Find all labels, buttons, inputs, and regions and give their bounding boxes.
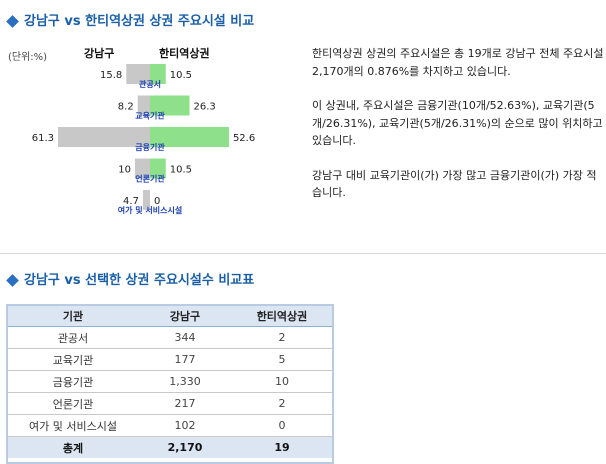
description-panel: 한티역상권 상권의 주요시설은 총 19개로 강남구 전체 주요시설 2,170… [312,45,604,219]
diamond-bullet-icon [6,14,19,28]
table-cell: 177 [138,348,232,371]
category-label: 금융기관 [135,142,165,152]
bar-gangnam [134,158,150,179]
table-header-cell: 강남구 [138,306,232,327]
description-paragraph-3: 강남구 대비 교육기관이(가) 가장 많고 금융기관이(가) 가장 적습니다. [312,168,597,200]
table-cell: 여가 및 서비스시설 [8,414,138,437]
table-cell: 금융기관 [8,370,138,393]
table-cell: 10 [232,370,332,393]
bar-gangnam [126,64,150,84]
bar-gangnam [58,127,150,147]
chart-header-gangnam: 강남구 [84,47,115,60]
value-label-hanti: 10.5 [170,70,192,81]
bar-gangnam [137,95,150,116]
description-paragraph-1: 한티역상권 상권의 주요시설은 총 19개로 강남구 전체 주요시설 2,170… [312,47,604,78]
bar-gangnam [142,190,150,210]
value-label-hanti: 0 [154,196,160,207]
table-row: 여가 및 서비스시설 102 0 [8,414,332,437]
value-label-gangnam: 15.8 [100,70,122,81]
value-label-hanti: 26.3 [193,102,215,113]
table-header-cell: 한티역상권 [232,306,332,327]
table-cell: 교육기관 [8,348,138,371]
section-divider [0,253,606,254]
comparison-table: 기관 강남구 한티역상권 관공서 344 2 교육기관 177 5 금융기관 1… [8,306,332,458]
value-label-hanti: 52.6 [233,133,255,144]
table-row: 교육기관 177 5 [8,348,332,371]
table-total-cell: 2,170 [138,436,232,458]
section-title-facility-comparison: 강남구 vs 한티역상권 상권 주요시설 비교 [6,10,254,29]
value-label-hanti: 10.5 [170,165,192,176]
table-cell: 102 [138,414,232,437]
table-cell: 1,330 [138,370,232,393]
chart-header-hanti: 한티역상권 [159,47,210,60]
table-row: 언론기관 217 2 [8,392,332,415]
bar-hanti [150,64,166,84]
table-cell: 2 [232,392,332,415]
table-total-cell: 19 [232,436,332,458]
table-cell: 2 [232,326,332,349]
facility-comparison-chart: 15.8 10.5 관공서 8.2 26.3 교육기관 61.3 52.6 금융기관 10 10.5… [32,64,255,215]
table-header-cell: 기관 [8,306,138,327]
table-cell: 관공서 [8,326,138,349]
bar-hanti [150,127,229,147]
category-label: 여가 및 서비스시설 [118,205,182,215]
table-cell: 0 [232,414,332,437]
value-label-gangnam: 10 [118,165,131,176]
bar-hanti [150,158,166,179]
table-header-row: 기관 강남구 한티역상권 [8,306,332,327]
comparison-table-wrapper: 기관 강남구 한티역상권 관공서 344 2 교육기관 177 5 금융기관 1… [8,306,332,458]
section-title-count-table: 강남구 vs 선택한 상권 주요시설수 비교표 [6,269,254,288]
category-label: 교육기관 [135,111,165,121]
value-label-gangnam: 8.2 [118,102,134,113]
value-label-gangnam: 61.3 [32,133,54,144]
section-title-text: 강남구 vs 선택한 상권 주요시설수 비교표 [24,273,255,288]
diamond-bullet-icon [6,273,19,287]
category-label: 언론기관 [135,174,165,184]
unit-label: (단위:%) [8,52,48,63]
bar-hanti [150,95,190,116]
section-title-text: 강남구 vs 한티역상권 상권 주요시설 비교 [24,14,255,29]
table-cell: 344 [138,326,232,349]
table-cell: 언론기관 [8,392,138,415]
table-total-row: 총계 2,170 19 [8,436,332,458]
table-cell: 5 [232,348,332,371]
table-row: 관공서 344 2 [8,326,332,349]
table-cell: 217 [138,392,232,415]
table-row: 금융기관 1,330 10 [8,370,332,393]
description-paragraph-2: 이 상권내, 주요시설은 금융기관(10개/52.63%), 교육기관(5개/2… [312,99,603,147]
category-label: 관공서 [139,79,161,89]
value-label-gangnam: 4.7 [123,196,139,207]
table-total-cell: 총계 [8,436,138,458]
